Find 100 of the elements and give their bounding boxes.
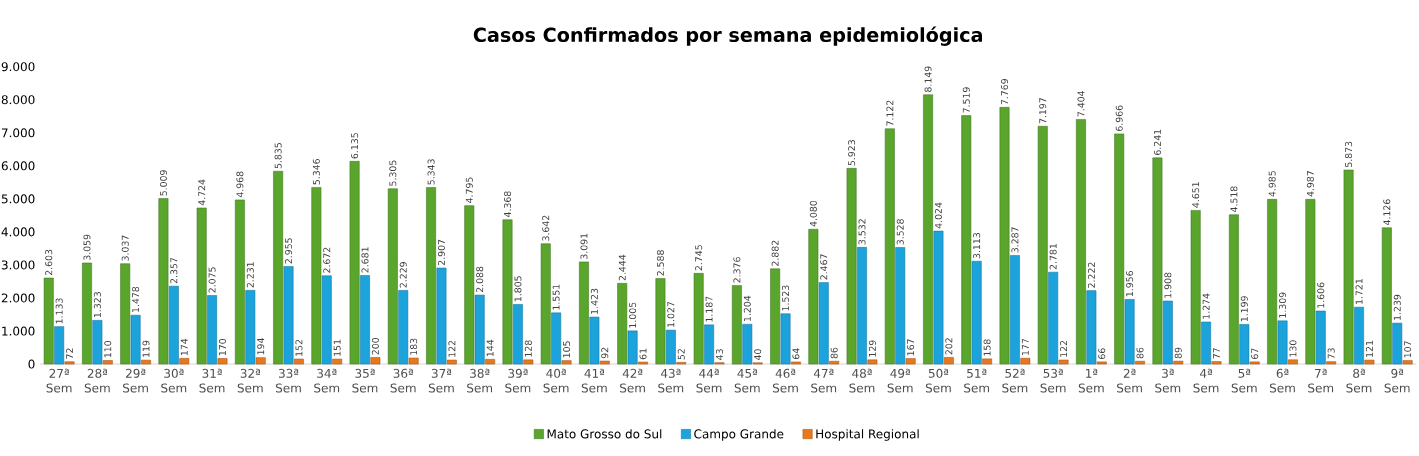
data-label: 2.603 xyxy=(45,249,53,276)
data-label: 129 xyxy=(868,340,876,357)
bar xyxy=(43,277,54,365)
data-label: 2.231 xyxy=(246,262,254,288)
bar xyxy=(704,324,715,365)
bar xyxy=(273,170,284,365)
data-label: 4.651 xyxy=(1192,182,1200,208)
x-tick-label: 42ª Sem xyxy=(620,368,645,393)
x-tick-label: 6ª Sem xyxy=(1269,368,1295,393)
y-tick-label: 6.000 xyxy=(1,161,35,171)
data-label: 158 xyxy=(983,339,991,356)
x-tick-label: 51ª Sem xyxy=(964,368,990,393)
bar xyxy=(130,314,141,365)
data-label: 4.024 xyxy=(934,202,942,229)
y-tick-label: 4.000 xyxy=(1,227,35,237)
x-tick-label: 53ª Sem xyxy=(1040,368,1066,393)
y-tick-label: 2.000 xyxy=(1,293,35,303)
bar xyxy=(1211,361,1222,365)
data-label: 1.199 xyxy=(1240,296,1248,322)
bar xyxy=(638,361,648,365)
bar xyxy=(321,275,332,365)
data-label: 5.343 xyxy=(427,159,435,185)
data-label: 3.037 xyxy=(121,235,129,261)
bar xyxy=(1152,157,1163,365)
data-label: 119 xyxy=(142,340,150,357)
bar xyxy=(293,358,304,365)
x-tick-label: 46ª Sem xyxy=(772,368,798,393)
data-label: 1.956 xyxy=(1126,270,1134,297)
bar xyxy=(1048,271,1059,365)
bar xyxy=(693,273,704,365)
bar xyxy=(217,358,228,365)
bar xyxy=(370,357,381,365)
bar xyxy=(1201,321,1212,365)
data-label: 3.642 xyxy=(542,215,550,241)
bar xyxy=(502,219,513,365)
data-label: 1.309 xyxy=(1279,292,1287,318)
bar xyxy=(551,312,562,365)
data-label: 144 xyxy=(486,339,494,356)
x-tick-label: 4ª Sem xyxy=(1193,368,1219,393)
data-label: 86 xyxy=(1136,347,1144,359)
x-tick-label: 44ª Sem xyxy=(696,368,722,393)
x-tick-label: 39ª Sem xyxy=(505,368,531,393)
legend-label: Campo Grande xyxy=(694,429,784,441)
bar xyxy=(1402,360,1413,365)
bar xyxy=(655,278,666,365)
bar xyxy=(1267,199,1278,365)
data-label: 2.075 xyxy=(208,267,216,293)
bar xyxy=(1037,125,1048,365)
bar xyxy=(1277,320,1288,365)
data-label: 167 xyxy=(907,339,915,356)
data-label: 89 xyxy=(1174,347,1182,359)
bar xyxy=(255,357,266,365)
bar xyxy=(120,263,131,365)
bar xyxy=(1135,360,1145,365)
bar xyxy=(82,262,92,365)
x-tick-label: 36ª Sem xyxy=(390,368,416,393)
bar xyxy=(1114,133,1125,365)
bar xyxy=(1326,361,1337,365)
data-label: 4.724 xyxy=(198,179,206,206)
x-tick-label: 33ª Sem xyxy=(275,368,301,393)
bar xyxy=(512,304,523,365)
data-label: 110 xyxy=(104,340,112,358)
data-label: 4.080 xyxy=(809,200,817,227)
bar xyxy=(92,320,103,365)
bar xyxy=(561,360,572,365)
data-label: 3.532 xyxy=(858,219,866,245)
bar xyxy=(627,330,638,365)
bar xyxy=(234,199,245,365)
x-tick-label: 2ª Sem xyxy=(1117,368,1142,393)
bar xyxy=(731,285,742,365)
data-label: 2.745 xyxy=(695,245,703,271)
bar xyxy=(589,316,600,365)
x-tick-label: 43ª Sem xyxy=(658,368,684,393)
data-label: 1.908 xyxy=(1164,272,1172,298)
legend-label: Hospital Regional xyxy=(816,429,919,441)
data-label: 4.126 xyxy=(1383,199,1391,225)
data-label: 7.404 xyxy=(1077,90,1085,117)
x-tick-label: 40ª Sem xyxy=(543,368,569,393)
data-label: 183 xyxy=(410,338,418,355)
legend-label: Mato Grosso do Sul xyxy=(547,429,662,439)
data-label: 43 xyxy=(715,349,723,360)
bar xyxy=(245,290,256,365)
bar xyxy=(599,360,610,365)
x-tick-label: 50ª Sem xyxy=(925,368,951,393)
bar xyxy=(332,358,343,365)
data-label: 4.518 xyxy=(1230,186,1238,213)
data-label: 66 xyxy=(1098,348,1106,359)
x-tick-label: 49ª Sem xyxy=(887,368,913,393)
bar xyxy=(1096,361,1107,365)
bar xyxy=(1392,322,1403,365)
data-label: 3.059 xyxy=(83,234,91,260)
x-tick-label: 8ª Sem xyxy=(1346,368,1372,393)
data-label: 6.241 xyxy=(1153,129,1161,155)
data-label: 5.009 xyxy=(159,170,167,196)
x-tick-label: 31ª Sem xyxy=(199,368,225,393)
bar xyxy=(829,360,840,365)
data-label: 177 xyxy=(1021,338,1029,355)
bar xyxy=(808,228,819,365)
bar xyxy=(1315,310,1326,365)
bar xyxy=(933,230,944,365)
